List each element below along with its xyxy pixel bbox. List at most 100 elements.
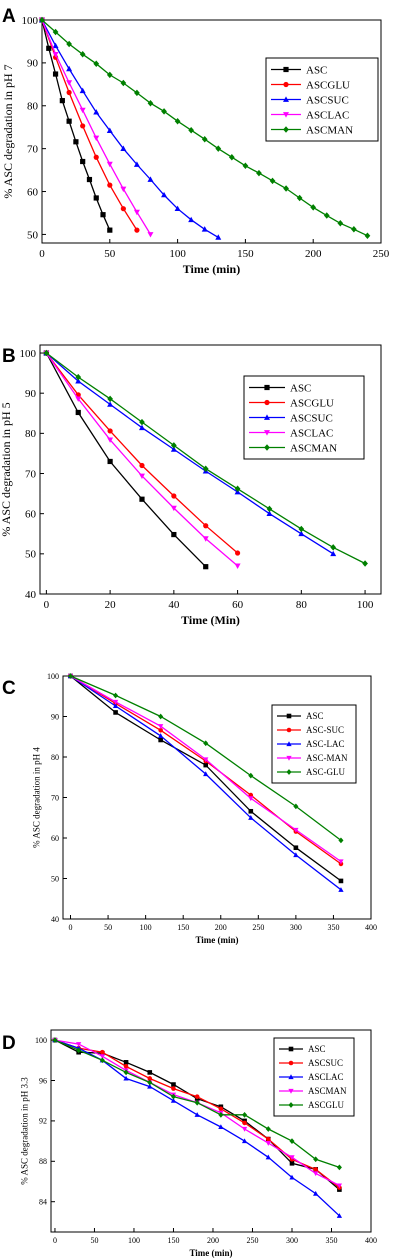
- legend-marker: [283, 112, 289, 118]
- data-point: [134, 227, 140, 233]
- legend-item: ASC: [279, 1044, 326, 1054]
- legend-item: ASCGLU: [271, 79, 350, 91]
- y-tick-label: 60: [27, 186, 39, 198]
- data-point: [337, 220, 344, 227]
- legend-marker: [283, 96, 289, 102]
- data-point: [80, 158, 86, 165]
- data-point: [265, 1136, 271, 1142]
- legend-label: ASC: [306, 64, 327, 76]
- series-line: [41, 19, 138, 231]
- data-point: [170, 446, 177, 452]
- legend-item: ASC-LAC: [277, 739, 345, 749]
- data-point: [99, 1054, 106, 1060]
- y-tick-label: 96: [39, 1076, 47, 1085]
- legend-item: ASC: [277, 711, 324, 721]
- legend-item: ASC: [271, 64, 327, 76]
- data-point: [248, 772, 254, 779]
- data-point: [43, 349, 50, 357]
- data-point: [293, 803, 299, 810]
- data-point: [147, 1083, 153, 1089]
- data-point: [174, 205, 181, 212]
- x-axis-label: Time (min): [183, 262, 240, 276]
- data-point: [139, 496, 145, 502]
- data-point: [293, 852, 299, 858]
- data-point: [106, 161, 113, 168]
- legend-item: ASCSUC: [249, 412, 333, 424]
- data-point: [194, 1112, 200, 1117]
- y-tick-label: 88: [39, 1157, 47, 1166]
- data-point: [75, 373, 82, 381]
- data-point: [234, 563, 241, 570]
- data-point: [203, 740, 209, 747]
- data-point: [336, 1213, 343, 1218]
- data-point: [107, 458, 113, 465]
- legend-label: ASCMAN: [290, 442, 337, 454]
- legend-label: ASC-GLU: [306, 767, 346, 777]
- legend-marker: [286, 769, 292, 775]
- data-point: [158, 737, 163, 743]
- data-point: [93, 195, 99, 201]
- chart-panel-c: C 0 50 100 150 200 250 300 350 400 40 50 60 70 80 90 100…: [2, 672, 377, 945]
- x-tick-label: 50: [90, 1236, 98, 1245]
- x-tick-label: 80: [296, 599, 308, 611]
- y-tick-label: 84: [39, 1198, 47, 1207]
- chart-panel-b: B 0 20 40 60 80 100 40 50 60 70 80 90 100 Time (Min) % …: [0, 344, 382, 627]
- x-tick-label: 200: [207, 1236, 219, 1245]
- data-point: [215, 145, 222, 152]
- legend-label: ASCSUC: [306, 94, 349, 106]
- legend-marker: [288, 1074, 294, 1080]
- legend-marker: [288, 1088, 294, 1094]
- data-point: [67, 673, 74, 679]
- legend-label: ASC-LAC: [306, 739, 345, 749]
- y-axis-label: % ASC degradation in pH 3.3: [19, 1077, 29, 1185]
- data-point: [123, 1060, 129, 1065]
- data-point: [266, 505, 273, 513]
- data-point: [170, 442, 177, 449]
- legend-item: ASC-MAN: [277, 753, 348, 763]
- data-point: [107, 182, 113, 188]
- panel-letter: C: [2, 678, 16, 699]
- series-asclac: [43, 350, 241, 570]
- series-ascman: [43, 349, 368, 567]
- data-point: [76, 1047, 82, 1054]
- data-point: [75, 409, 81, 416]
- data-point: [147, 1076, 153, 1081]
- data-point: [194, 1099, 200, 1106]
- series-ascsuc: [39, 16, 222, 240]
- data-point: [93, 135, 100, 142]
- data-point: [147, 1070, 153, 1075]
- series-line: [45, 352, 239, 567]
- data-point: [289, 1161, 295, 1166]
- y-tick-label: 100: [20, 348, 37, 360]
- data-point: [242, 162, 249, 170]
- series-ascman: [39, 16, 371, 239]
- data-point: [147, 232, 154, 238]
- data-point: [75, 378, 82, 384]
- legend-label: ASCSUC: [290, 412, 333, 424]
- y-tick-label: 80: [25, 428, 37, 440]
- data-point: [171, 493, 177, 499]
- legend-marker: [286, 741, 292, 747]
- data-point: [203, 762, 209, 768]
- data-point: [171, 1086, 176, 1091]
- data-point: [228, 153, 235, 161]
- y-tick-label: 50: [27, 229, 39, 241]
- data-point: [351, 226, 357, 233]
- data-point: [66, 40, 72, 48]
- series-asclac: [39, 17, 154, 238]
- data-point: [323, 212, 330, 219]
- x-tick-label: 250: [373, 248, 390, 260]
- legend-marker: [264, 444, 270, 451]
- data-point: [161, 191, 168, 198]
- data-point: [201, 226, 208, 232]
- legend-item: ASCGLU: [249, 397, 334, 409]
- data-point: [80, 123, 86, 129]
- data-point: [203, 757, 209, 763]
- plot-frame: [39, 344, 382, 595]
- data-point: [139, 418, 145, 426]
- data-point: [120, 186, 127, 193]
- x-tick-label: 40: [168, 599, 180, 611]
- legend: ASC ASCGLU ASCSUC ASCLAC ASCMAN: [243, 375, 365, 460]
- data-point: [79, 87, 86, 94]
- data-point: [218, 1111, 224, 1118]
